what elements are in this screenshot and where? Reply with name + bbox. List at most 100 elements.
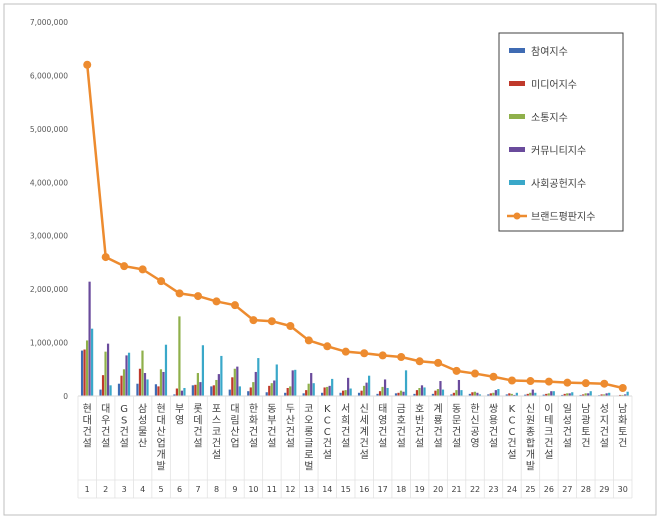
bar-미디어지수-23 [489, 393, 492, 396]
rank-label: 14 [322, 485, 332, 494]
y-tick-label: 0 [63, 392, 68, 401]
legend-swatch-소통지수 [509, 114, 525, 119]
bar-소통지수-7 [196, 373, 199, 396]
bar-참여지수-15 [339, 392, 342, 396]
point-브랜드평판지수-16 [360, 349, 369, 358]
bar-소통지수-26 [547, 393, 550, 396]
legend-label: 브랜드평판지수 [531, 211, 595, 223]
bar-사회공헌지수-10 [257, 358, 260, 396]
x-axis: 현 대 건 설 1 대 우 건 설 2 G S 건 설 3 삼 성 물 산 4 현 대 산 업 개 발 5 부 영 6 롯 데 건 설 7 포 스 코 건 설… [77, 395, 633, 499]
bar-커뮤니티지수-28 [587, 393, 590, 396]
rank-label: 13 [304, 485, 314, 494]
bar-미디어지수-10 [249, 387, 252, 396]
bar-사회공헌지수-16 [368, 375, 371, 396]
bar-소통지수-18 [399, 390, 403, 396]
legend-label: 참여지수 [531, 46, 568, 58]
bar-소통지수-30 [621, 394, 624, 396]
rank-label: 29 [599, 485, 609, 494]
bar-커뮤니티지수-30 [624, 394, 627, 396]
bar-사회공헌지수-11 [275, 364, 278, 396]
bar-참여지수-28 [579, 394, 582, 396]
bar-사회공헌지수-15 [349, 388, 352, 396]
bar-소통지수-19 [418, 387, 421, 396]
bar-커뮤니티지수-18 [402, 391, 405, 396]
bar-소통지수-20 [436, 389, 440, 396]
point-브랜드평판지수-4 [138, 265, 147, 274]
bar-소통지수-3 [122, 369, 126, 396]
rank-label: 7 [195, 485, 200, 494]
point-브랜드평판지수-11 [267, 317, 276, 326]
rank-label: 2 [103, 485, 108, 494]
bar-미디어지수-29 [600, 394, 603, 396]
rank-label: 21 [451, 485, 461, 494]
point-브랜드평판지수-18 [397, 352, 406, 361]
bar-참여지수-13 [302, 393, 305, 396]
bar-커뮤니티지수-27 [568, 393, 571, 396]
bar-커뮤니티지수-12 [291, 370, 294, 396]
bar-사회공헌지수-26 [552, 391, 555, 396]
bar-참여지수-20 [431, 393, 435, 396]
point-브랜드평판지수-2 [101, 253, 110, 262]
bar-사회공헌지수-18 [404, 370, 408, 396]
bar-커뮤니티지수-16 [365, 382, 368, 396]
bar-참여지수-5 [154, 384, 158, 396]
bar-series-group [80, 281, 629, 396]
rank-label: 30 [618, 485, 628, 494]
bar-커뮤니티지수-21 [457, 379, 461, 396]
bar-커뮤니티지수-3 [125, 355, 128, 396]
bar-참여지수-11 [265, 392, 268, 396]
point-브랜드평판지수-28 [581, 379, 590, 388]
bar-소통지수-11 [270, 383, 273, 396]
bar-소통지수-5 [159, 369, 163, 396]
bar-사회공헌지수-14 [331, 378, 334, 396]
point-브랜드평판지수-3 [120, 262, 129, 271]
point-브랜드평판지수-15 [341, 347, 350, 356]
y-tick-label: 7,000,000 [30, 18, 68, 27]
rank-label: 6 [177, 485, 182, 494]
y-tick-label: 2,000,000 [30, 285, 68, 294]
bar-사회공헌지수-13 [312, 383, 315, 396]
bar-커뮤니티지수-25 [531, 389, 534, 396]
legend-label: 미디어지수 [531, 79, 577, 91]
legend-label: 사회공헌지수 [531, 178, 586, 190]
bar-소통지수-24 [510, 393, 513, 396]
rank-label: 9 [232, 485, 237, 494]
bar-미디어지수-5 [157, 386, 160, 396]
bar-커뮤니티지수-24 [513, 394, 516, 396]
bar-사회공헌지수-23 [497, 389, 500, 396]
bar-소통지수-10 [252, 382, 255, 396]
bar-소통지수-1 [85, 340, 89, 396]
bar-참여지수-8 [210, 386, 213, 396]
bar-참여지수-24 [505, 394, 508, 396]
bar-사회공헌지수-2 [109, 385, 112, 396]
bar-커뮤니티지수-10 [254, 371, 257, 396]
point-브랜드평판지수-21 [452, 366, 461, 375]
bar-소통지수-8 [215, 379, 218, 396]
legend-swatch-미디어지수 [509, 81, 525, 86]
bar-사회공헌지수-19 [423, 387, 426, 396]
rank-label: 18 [396, 485, 406, 494]
point-브랜드평판지수-27 [563, 378, 572, 387]
bar-사회공헌지수-25 [534, 392, 537, 396]
y-tick-label: 3,000,000 [30, 232, 68, 241]
bar-미디어지수-7 [194, 384, 197, 396]
bar-소통지수-2 [104, 351, 107, 396]
y-tick-label: 4,000,000 [30, 178, 68, 187]
rank-label: 12 [285, 485, 295, 494]
rank-label: 17 [378, 485, 388, 494]
bar-사회공헌지수-8 [220, 355, 223, 396]
bar-사회공헌지수-20 [441, 389, 445, 396]
point-브랜드평판지수-24 [507, 376, 516, 385]
